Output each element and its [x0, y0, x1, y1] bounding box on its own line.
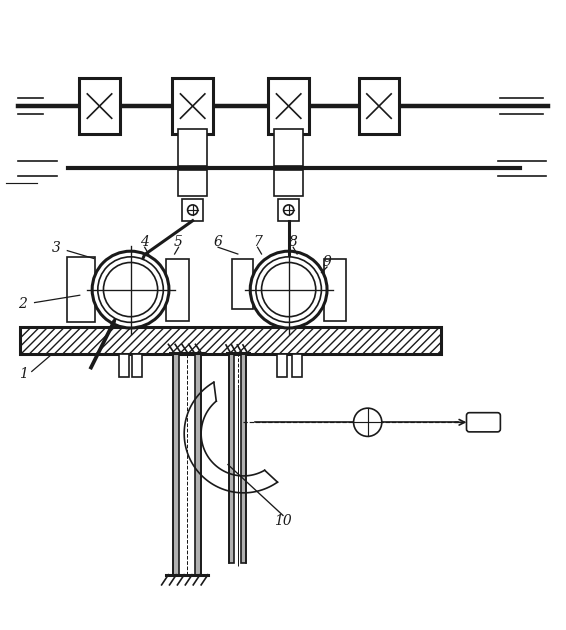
Circle shape — [354, 408, 382, 437]
Circle shape — [92, 251, 169, 328]
Bar — [20, 327, 441, 354]
Circle shape — [187, 205, 198, 215]
Bar — [172, 78, 213, 134]
Bar — [67, 257, 95, 322]
Circle shape — [104, 263, 158, 317]
Circle shape — [261, 263, 316, 317]
Bar — [241, 354, 246, 563]
Bar — [278, 199, 299, 220]
Circle shape — [284, 205, 294, 215]
Text: 9: 9 — [323, 255, 332, 269]
Circle shape — [256, 257, 321, 323]
FancyBboxPatch shape — [466, 413, 500, 432]
Text: 10: 10 — [274, 514, 292, 528]
Bar — [195, 354, 201, 575]
Bar — [178, 129, 207, 166]
Text: 7: 7 — [253, 234, 262, 249]
Text: 4: 4 — [140, 234, 149, 249]
Text: 1: 1 — [19, 367, 28, 381]
Text: 3: 3 — [52, 241, 61, 255]
Bar — [173, 354, 178, 575]
Bar — [359, 78, 399, 134]
Text: 2: 2 — [18, 297, 27, 311]
Circle shape — [250, 251, 327, 328]
Text: 5: 5 — [174, 234, 183, 249]
Bar — [274, 171, 303, 196]
Text: 8: 8 — [289, 234, 298, 249]
Bar — [132, 354, 143, 377]
Text: 6: 6 — [213, 234, 222, 249]
Bar — [119, 354, 129, 377]
Bar — [182, 199, 203, 220]
Bar — [292, 354, 302, 377]
Bar — [274, 129, 303, 166]
Bar — [268, 78, 309, 134]
Bar — [324, 258, 346, 321]
Bar — [229, 354, 234, 563]
Bar — [79, 78, 120, 134]
Bar — [166, 258, 188, 321]
Bar — [178, 171, 207, 196]
Bar — [277, 354, 287, 377]
Circle shape — [98, 257, 164, 323]
Bar — [231, 259, 253, 309]
